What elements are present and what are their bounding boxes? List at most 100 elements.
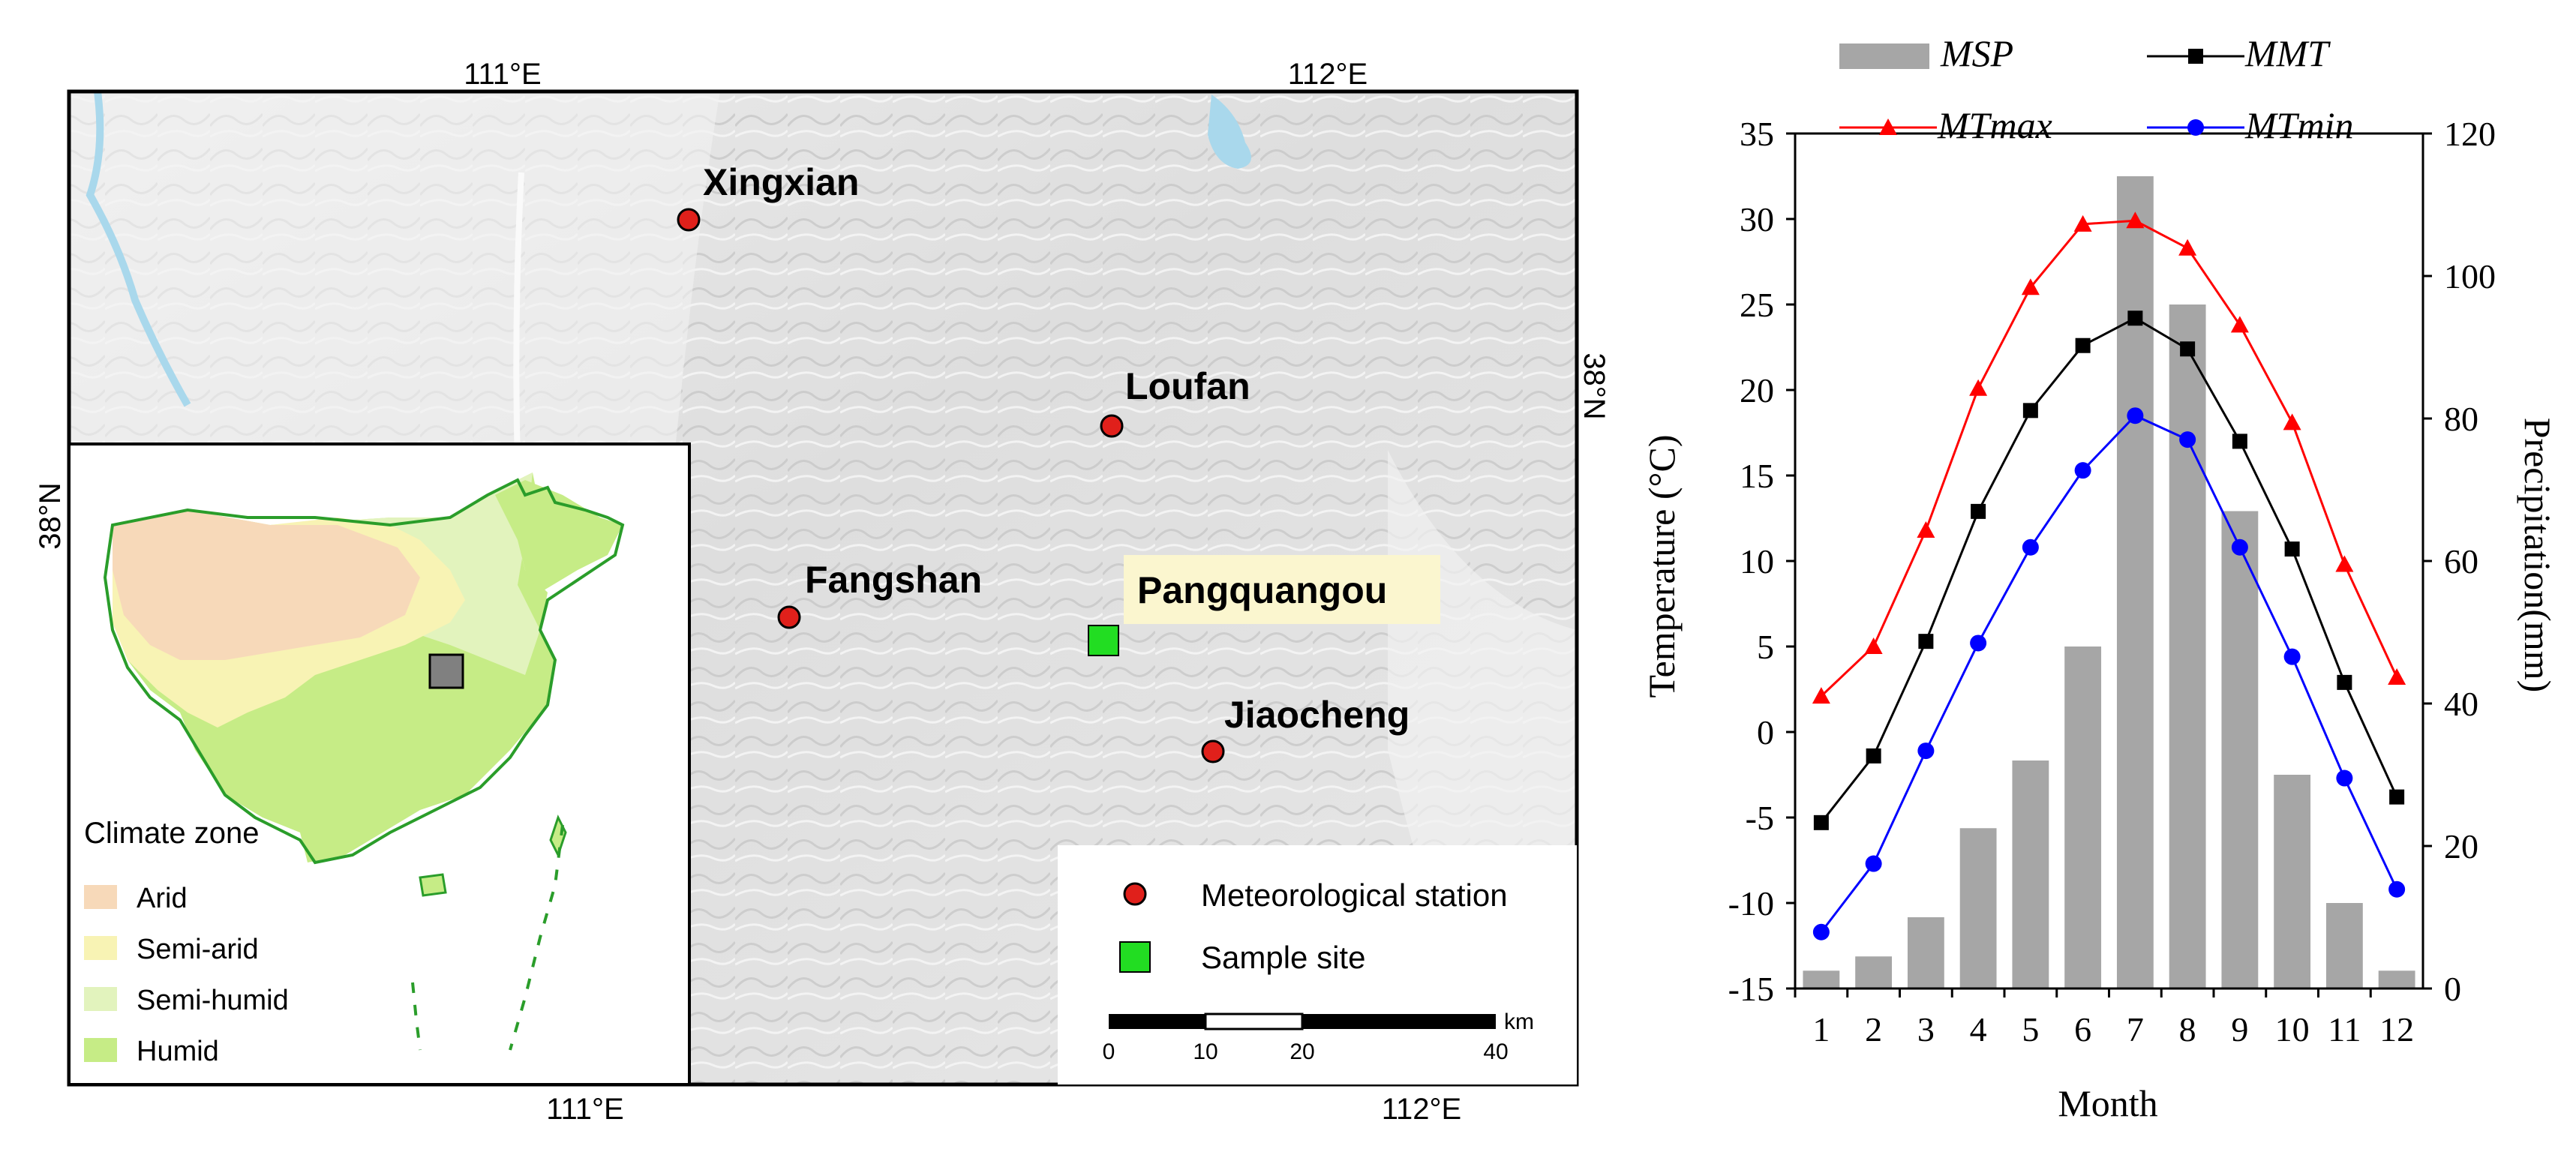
legend-msp-label: MSP	[1940, 32, 2013, 74]
legend-mtmin-marker	[2187, 119, 2204, 136]
mtmin-point	[2336, 770, 2353, 787]
station-jiaocheng: Jiaocheng	[1201, 694, 1410, 764]
y-tick-label: -10	[1728, 884, 1774, 922]
inset-legend-item-semi-humid: Semi-humid	[84, 985, 289, 1016]
y-tick-label: -5	[1746, 799, 1774, 837]
reservoir	[1208, 94, 1251, 169]
legend-mtmax-marker	[1879, 118, 1897, 135]
mtmax-point	[1917, 520, 1935, 538]
inset-legend-label: Humid	[137, 1036, 219, 1067]
inset-legend-swatch	[84, 987, 117, 1011]
msp-bar	[2221, 511, 2259, 988]
mtmin-point	[2179, 431, 2196, 448]
station-label: Loufan	[1125, 365, 1250, 407]
top-tick-111E: 111°E	[464, 58, 541, 91]
flat-plain-area	[69, 92, 720, 480]
inset-legend-label: Semi-arid	[137, 934, 259, 965]
chart-bars	[1803, 176, 2415, 988]
mtmin-point	[2388, 880, 2406, 898]
mtmin-point	[1865, 855, 1882, 872]
mmt-point	[2284, 542, 2300, 557]
scale-segment	[1302, 1014, 1496, 1029]
msp-bar	[2325, 903, 2363, 988]
mmt-point	[2337, 674, 2352, 690]
inset-legend-item-humid: Humid	[84, 1036, 219, 1067]
plot-frame	[1794, 132, 2424, 990]
mtmin-point	[2283, 648, 2301, 665]
msp-bar	[1959, 828, 1997, 988]
mtmin-point	[2022, 538, 2039, 556]
station-xingxian: Xingxian	[677, 161, 859, 232]
y2-tick-label: 20	[2444, 827, 2478, 866]
mmt-line	[1820, 316, 2398, 824]
station-label: Xingxian	[703, 161, 859, 203]
mmt-point	[2232, 434, 2247, 449]
y2-tick-label: 0	[2444, 970, 2461, 1008]
legend-msp-swatch	[1839, 44, 1929, 69]
sample-site-pangquangou: Pangquangou	[1088, 555, 1440, 656]
left-tick-38N: 38°N	[34, 482, 67, 549]
station-fangshan: Fangshan	[777, 559, 982, 629]
station-marker	[1100, 414, 1124, 438]
inset-legend-swatch	[84, 885, 117, 909]
mmt-point	[2389, 789, 2405, 805]
station-loufan: Loufan	[1100, 365, 1250, 438]
msp-bar	[2378, 970, 2415, 988]
x-tick-label: 5	[2022, 1010, 2039, 1048]
china-inset-map: Climate zone Arid Semi-arid Semi-humid H…	[68, 442, 691, 1086]
msp-bar	[2274, 775, 2311, 988]
msp-bar	[1803, 970, 1840, 988]
mtmin-point	[1970, 634, 1987, 652]
y-axis-label: Temperature (°C)	[1641, 434, 1683, 698]
china-border	[103, 478, 625, 865]
scale-tick: 20	[1290, 1040, 1314, 1064]
inset-legend-item-arid: Arid	[84, 883, 188, 914]
x-tick-label: 1	[1812, 1010, 1830, 1048]
y-tick-label: 35	[1740, 115, 1774, 153]
scale-tick: 10	[1193, 1040, 1217, 1064]
inset-legend-swatch	[84, 1038, 117, 1062]
y-tick-label: 15	[1740, 457, 1774, 495]
station-label: Fangshan	[805, 559, 982, 601]
mtmin-point	[1917, 742, 1935, 760]
mtmax-point	[2335, 555, 2354, 572]
south-sea-boundary	[509, 824, 564, 1051]
map-legend: Meteorological station Sample site 0 10 …	[1058, 845, 1577, 1084]
chart-series	[1812, 212, 2406, 940]
mmt-point	[1918, 634, 1934, 650]
x-axis-label: Month	[2058, 1082, 2157, 1124]
msp-bar	[2012, 760, 2049, 988]
mmt-point	[1866, 748, 1881, 764]
x-tick-label: 8	[2179, 1010, 2196, 1048]
mtmax-point	[1864, 638, 1883, 654]
sample-site-marker	[1088, 625, 1119, 656]
y-tick-label: -15	[1728, 970, 1774, 1008]
y2-axis-label: Precipitation(mm)	[2517, 418, 2559, 693]
scale-segment	[1109, 1014, 1205, 1029]
mtmax-point	[2021, 278, 2040, 296]
mmt-point	[2022, 403, 2038, 418]
chart-legend: MSP MMT MTmax MTmin	[1839, 32, 2353, 146]
y-tick-label: 30	[1740, 200, 1774, 238]
mtmin-point	[2074, 462, 2091, 479]
mmt-point	[1813, 814, 1829, 830]
zone-northeast-humid	[495, 480, 623, 592]
bottom-tick-111E: 111°E	[546, 1093, 623, 1126]
hainan-island	[419, 873, 447, 897]
y2-tick-label: 120	[2444, 115, 2496, 153]
mtmax-line	[1820, 219, 2398, 698]
legend-mtmax-label: MTmax	[1937, 104, 2052, 146]
sample-site-label-box	[1124, 555, 1440, 624]
right-axis-ticks: 0 20 40 60 80 100 120	[2423, 115, 2496, 1008]
y2-tick-label: 100	[2444, 257, 2496, 296]
right-tick-38N: 38°N	[1578, 352, 1611, 419]
msp-bar	[1855, 956, 1893, 988]
mtmin-point	[1812, 923, 1830, 940]
y-tick-label: 20	[1740, 371, 1774, 410]
y2-tick-label: 40	[2444, 685, 2478, 723]
legend-sample-label: Sample site	[1201, 940, 1365, 975]
mtmax-point	[2073, 214, 2092, 232]
legend-sample-symbol	[1119, 941, 1151, 973]
scale-bar: 0 10 20 40 km	[1103, 1010, 1534, 1064]
y2-tick-label: 80	[2444, 400, 2478, 438]
